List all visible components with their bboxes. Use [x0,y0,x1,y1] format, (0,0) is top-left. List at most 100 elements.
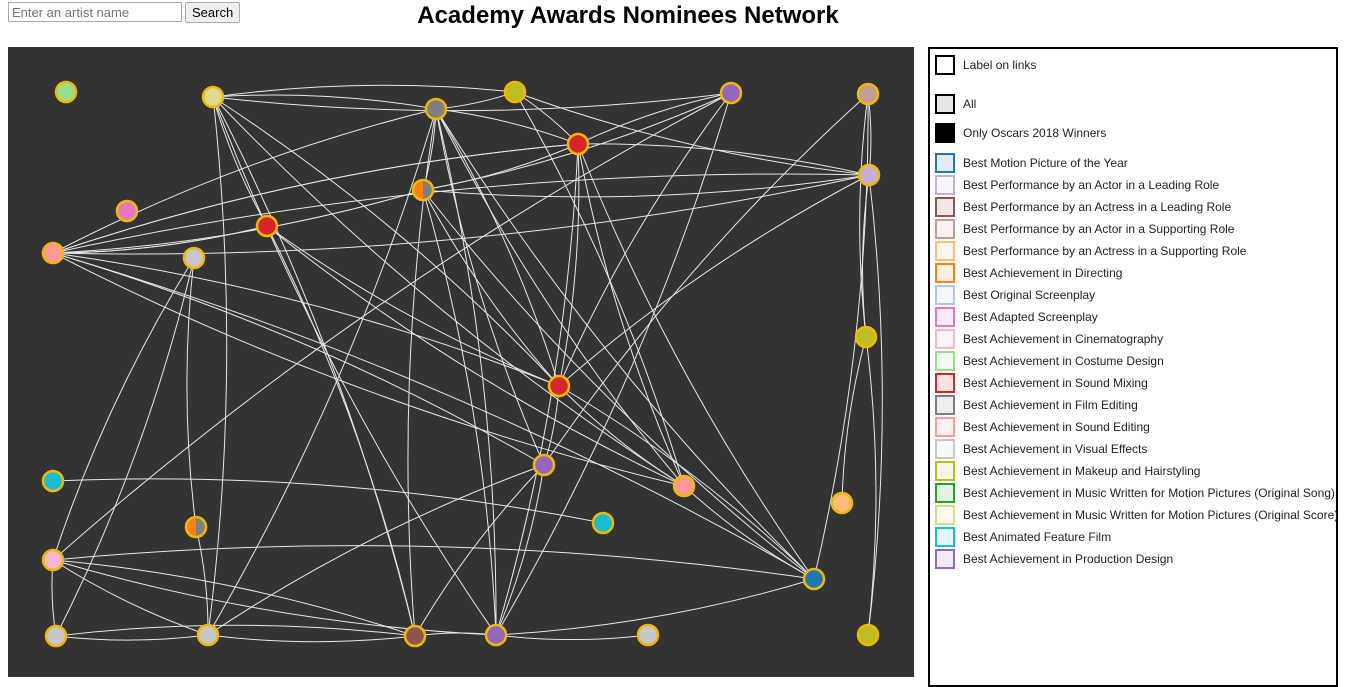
legend-category[interactable]: Best Achievement in Directing [935,263,1122,283]
graph-link [841,336,867,504]
legend-category-label: Best Achievement in Cinematography [963,332,1164,346]
search-button[interactable]: Search [185,2,241,23]
graph-node[interactable] [255,214,279,238]
graph-link [266,225,685,487]
legend-category-swatch[interactable] [935,175,955,195]
legend-category-swatch[interactable] [935,549,955,569]
graph-node[interactable] [854,325,878,349]
network-canvas[interactable] [8,47,914,677]
graph-link [212,96,268,227]
legend-category[interactable]: Best Performance by an Actress in a Lead… [935,197,1231,217]
legend-category-swatch[interactable] [935,417,955,437]
legend-category-label: Best Achievement in Costume Design [963,354,1164,368]
graph-node[interactable] [424,97,448,121]
legend-category[interactable]: Best Achievement in Sound Editing [935,417,1150,437]
legend-category-swatch[interactable] [935,263,955,283]
graph-node[interactable] [41,469,65,493]
graph-node[interactable] [41,241,65,265]
legend-category[interactable]: Best Animated Feature Film [935,527,1111,547]
graph-link [422,143,579,191]
legend-category-swatch[interactable] [935,351,955,371]
legend-category[interactable]: Best Performance by an Actor in a Suppor… [935,219,1234,239]
graph-link [52,559,209,636]
graph-node[interactable] [636,623,660,647]
graph-node[interactable] [532,453,556,477]
graph-node[interactable] [802,567,826,591]
graph-node[interactable] [830,491,854,515]
legend-category-swatch[interactable] [935,483,955,503]
links-layer [51,84,883,643]
graph-node[interactable] [566,132,590,156]
graph-link [558,92,732,387]
legend-category[interactable]: Best Achievement in Costume Design [935,351,1164,371]
legend-category-label: Best Achievement in Production Design [963,552,1174,566]
legend-category[interactable]: Best Achievement in Visual Effects [935,439,1147,459]
legend-category-swatch[interactable] [935,395,955,415]
legend-category[interactable]: Best Achievement in Sound Mixing [935,373,1148,393]
all-toggle[interactable]: All [935,93,976,115]
graph-node[interactable] [484,623,508,647]
graph-node[interactable] [547,374,571,398]
legend-category-label: Best Motion Picture of the Year [963,156,1128,170]
graph-node[interactable] [54,80,78,104]
winners-toggle[interactable]: Only Oscars 2018 Winners [935,122,1106,144]
graph-link [495,578,815,636]
graph-node[interactable] [411,178,435,202]
label-on-links-toggle[interactable]: Label on links [935,54,1036,76]
legend-category-swatch[interactable] [935,461,955,481]
all-checkbox[interactable] [935,94,955,114]
graph-node[interactable] [41,548,65,572]
graph-node[interactable] [503,80,527,104]
legend-category[interactable]: Best Achievement in Cinematography [935,329,1163,349]
search-input[interactable] [8,2,182,22]
graph-node[interactable] [201,85,225,109]
graph-node[interactable] [856,623,880,647]
label-on-links-checkbox[interactable] [935,55,955,75]
graph-link [52,545,815,580]
legend-category-swatch[interactable] [935,241,955,261]
graph-link [52,92,732,561]
graph-link [435,108,497,636]
legend-category-swatch[interactable] [935,439,955,459]
legend-category-swatch[interactable] [935,373,955,393]
legend-category-label: Best Achievement in Directing [963,266,1123,280]
graph-link [51,559,57,637]
graph-node[interactable] [115,199,139,223]
legend-category-swatch[interactable] [935,219,955,239]
graph-node[interactable] [196,623,220,647]
graph-link [212,92,732,112]
graph-node[interactable] [44,624,68,648]
legend-category-swatch[interactable] [935,307,955,327]
legend-category-swatch[interactable] [935,527,955,547]
legend-category[interactable]: Best Adapted Screenplay [935,307,1098,327]
winners-checkbox[interactable] [935,123,955,143]
graph-link [52,478,604,524]
graph-link [207,108,437,636]
legend-category[interactable]: Best Achievement in Production Design [935,549,1173,569]
graph-node[interactable] [182,246,206,270]
graph-node[interactable] [719,81,743,105]
legend-category[interactable]: Best Performance by an Actress in a Supp… [935,241,1246,261]
graph-node[interactable] [856,82,880,106]
legend-category-swatch[interactable] [935,329,955,349]
legend-category[interactable]: Best Achievement in Film Editing [935,395,1138,415]
legend-category-swatch[interactable] [935,285,955,305]
legend-category[interactable]: Best Performance by an Actor in a Leadin… [935,175,1219,195]
graph-node[interactable] [403,624,427,648]
legend-category[interactable]: Best Achievement in Music Written for Mo… [935,505,1338,525]
legend-category[interactable]: Best Achievement in Makeup and Hairstyli… [935,461,1200,481]
legend-category-swatch[interactable] [935,153,955,173]
legend-category[interactable]: Best Achievement in Music Written for Mo… [935,483,1335,503]
graph-node[interactable] [591,511,615,535]
graph-node[interactable] [857,163,881,187]
legend-category[interactable]: Best Original Screenplay [935,285,1095,305]
graph-link [422,189,497,636]
legend-category[interactable]: Best Motion Picture of the Year [935,153,1128,173]
graph-node[interactable] [184,515,208,539]
graph-link [52,252,815,580]
graph-link [52,174,870,255]
legend-category-swatch[interactable] [935,197,955,217]
network-graph[interactable] [8,47,914,677]
legend-category-swatch[interactable] [935,505,955,525]
graph-node[interactable] [672,474,696,498]
